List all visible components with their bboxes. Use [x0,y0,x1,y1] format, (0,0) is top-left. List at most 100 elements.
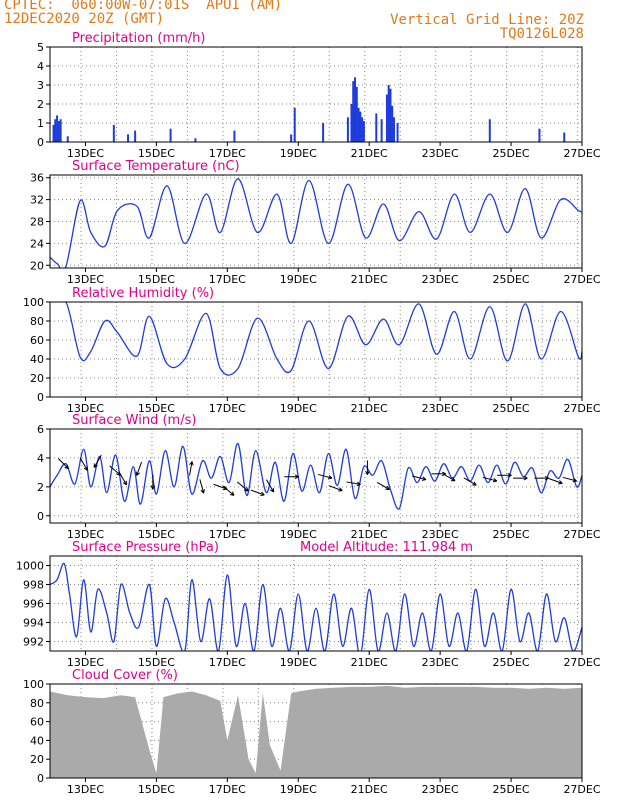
wind-vector-shaft [562,476,577,482]
wind-vector-head [203,489,205,494]
panel-title: Surface Temperature (nC) [72,159,240,174]
series-line [50,562,582,651]
wind-vector-head [136,472,140,476]
y-tick-label: 3 [37,79,44,92]
series-line [50,442,582,510]
wind-vector [346,481,361,487]
wind-vector-head [357,481,361,485]
x-tick-label: 17DEC [209,147,246,160]
wind-vector-head [573,477,577,482]
wind-vector [513,475,528,481]
wind-vector-head [189,461,193,466]
x-tick-label: 19DEC [280,273,317,286]
precip-bar [59,119,62,142]
wind-vector-head [328,475,333,479]
panel-2 [46,301,583,401]
wind-vector-head [544,475,549,479]
wind-vector-head [422,476,427,480]
wind-vector-head [493,477,498,482]
header-model: TQ0126L028 [499,26,584,42]
x-tick-label: 19DEC [280,656,317,669]
wind-vector-head [231,491,235,496]
wind-vector [150,474,156,490]
wind-vector [118,472,127,486]
y-tick-label: 0 [37,391,44,404]
precip-bar [233,130,236,142]
precip-bar [127,134,130,142]
panel-title: Relative Humidity (%) [72,286,214,301]
panel-title: Cloud Cover (%) [72,668,178,683]
wind-vector-head [246,487,249,492]
precip-bar [538,128,541,142]
y-tick-label: 6 [37,423,44,436]
x-tick-label: 15DEC [138,656,175,669]
x-tick-label: 25DEC [493,783,530,796]
x-tick-label: 13DEC [67,528,104,541]
wind-vector-head [150,485,154,490]
wind-vector-shaft [318,473,333,479]
wind-vector-head [507,473,512,476]
wind-vector [250,489,265,496]
x-tick-label: 15DEC [138,402,175,415]
panel-title: Surface Pressure (hPa) [72,540,219,555]
wind-vector-head [191,461,194,466]
wind-vector [236,481,249,492]
y-tick-label: 5 [37,41,44,54]
panel-frame [49,301,583,398]
wind-vector [365,460,370,475]
wind-vector-head [356,483,361,487]
y-tick-label: 0 [37,772,44,785]
y-tick-label: 60 [30,716,44,729]
precip-bar [54,119,57,142]
x-tick-label: 13DEC [67,147,104,160]
x-tick-label: 21DEC [351,273,388,286]
wind-vector-head [473,481,477,486]
x-tick-label: 19DEC [280,402,317,415]
y-tick-label: 24 [30,237,44,250]
precip-bar [387,85,390,142]
wind-vector-head [452,477,456,482]
wind-vector-head [261,491,265,496]
wind-vector-head [66,464,69,469]
wind-vector [222,485,235,496]
x-tick-label: 25DEC [493,528,530,541]
x-tick-label: 21DEC [351,656,388,669]
y-tick-label: 100 [23,296,44,309]
y-tick-label: 60 [30,334,44,347]
precip-bar [66,136,69,142]
x-tick-label: 13DEC [67,273,104,286]
wind-vector-head [544,477,549,481]
wind-vector-head [229,493,235,496]
wind-vector-shaft [189,461,193,476]
y-tick-label: 998 [23,579,44,592]
x-tick-label: 21DEC [351,402,388,415]
precip-bar [362,121,365,142]
x-tick-label: 25DEC [493,273,530,286]
wind-vector-head [93,464,98,468]
cloud-area [50,685,582,778]
wind-vector-head [294,476,299,479]
header-grid-line: Vertical Grid Line: 20Z [390,12,584,28]
panel-4 [46,555,583,655]
wind-vector-head [339,487,343,491]
wind-vector-head [559,480,563,484]
x-tick-label: 23DEC [422,783,459,796]
wind-vector [266,479,275,493]
y-tick-label: 4 [37,60,44,73]
x-tick-label: 17DEC [209,273,246,286]
precip-bar [52,124,55,142]
wind-vector-shaft [93,454,102,468]
wind-vector [189,461,194,476]
wind-vector-shaft [222,485,235,496]
y-tick-label: 28 [30,216,44,229]
wind-vector-shaft [250,489,265,496]
y-tick-label: 2 [37,98,44,111]
wind-vector [463,477,477,486]
wind-vector-shaft [328,485,343,492]
wind-vector [79,457,88,471]
wind-vector-shaft [199,479,205,494]
precip-bar [112,124,115,142]
panel-frame [49,46,583,143]
x-tick-label: 17DEC [209,402,246,415]
y-tick-label: 0 [37,136,44,149]
